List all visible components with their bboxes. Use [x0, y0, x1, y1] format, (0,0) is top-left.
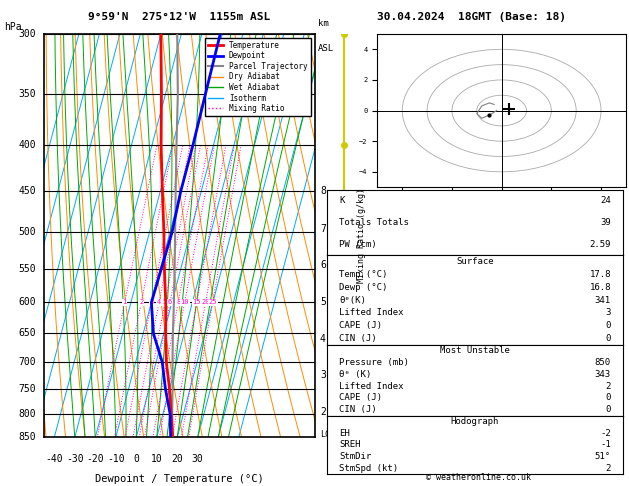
- Text: 9°59'N  275°12'W  1155m ASL: 9°59'N 275°12'W 1155m ASL: [88, 12, 270, 22]
- Text: 500: 500: [18, 227, 36, 237]
- Text: Pressure (mb): Pressure (mb): [339, 358, 409, 367]
- Text: 400: 400: [18, 140, 36, 151]
- Text: 2: 2: [320, 407, 326, 417]
- Text: -1: -1: [600, 440, 611, 449]
- Text: 10: 10: [181, 299, 189, 306]
- Text: 16.8: 16.8: [589, 283, 611, 292]
- Text: 0: 0: [606, 321, 611, 330]
- Text: 300: 300: [18, 29, 36, 39]
- Text: -20: -20: [86, 453, 104, 464]
- Text: K: K: [339, 196, 344, 205]
- Text: 10: 10: [151, 453, 163, 464]
- Text: km: km: [318, 19, 328, 28]
- Text: 8: 8: [176, 299, 181, 306]
- Text: -40: -40: [45, 453, 63, 464]
- Text: 30.04.2024  18GMT (Base: 18): 30.04.2024 18GMT (Base: 18): [377, 12, 566, 22]
- Text: 3: 3: [606, 309, 611, 317]
- Text: 30: 30: [192, 453, 204, 464]
- Text: CAPE (J): CAPE (J): [339, 321, 382, 330]
- Text: Mixing Ratio (g/kg): Mixing Ratio (g/kg): [357, 188, 366, 283]
- Text: 550: 550: [18, 264, 36, 274]
- Text: 24: 24: [600, 196, 611, 205]
- Text: 3: 3: [320, 370, 326, 380]
- Text: 650: 650: [18, 329, 36, 338]
- Text: 15: 15: [192, 299, 201, 306]
- Text: 0: 0: [606, 334, 611, 343]
- Text: -2: -2: [600, 429, 611, 437]
- Text: CIN (J): CIN (J): [339, 334, 377, 343]
- Text: 750: 750: [18, 384, 36, 394]
- Legend: Temperature, Dewpoint, Parcel Trajectory, Dry Adiabat, Wet Adiabat, Isotherm, Mi: Temperature, Dewpoint, Parcel Trajectory…: [204, 38, 311, 116]
- Text: 350: 350: [18, 89, 36, 99]
- Text: 6: 6: [320, 260, 326, 270]
- Text: LCL: LCL: [320, 430, 335, 439]
- Text: 2: 2: [606, 464, 611, 472]
- Text: 3: 3: [149, 299, 153, 306]
- Text: hPa: hPa: [4, 21, 21, 32]
- Text: EH: EH: [339, 429, 350, 437]
- Text: 5: 5: [163, 299, 167, 306]
- Text: 7: 7: [320, 224, 326, 234]
- Text: Lifted Index: Lifted Index: [339, 309, 403, 317]
- Text: 39: 39: [600, 218, 611, 227]
- Text: 4: 4: [157, 299, 161, 306]
- Text: 2: 2: [139, 299, 143, 306]
- Text: 341: 341: [595, 295, 611, 305]
- Text: Totals Totals: Totals Totals: [339, 218, 409, 227]
- Text: ASL: ASL: [318, 44, 334, 53]
- Text: © weatheronline.co.uk: © weatheronline.co.uk: [426, 473, 530, 482]
- Text: 1: 1: [123, 299, 127, 306]
- Text: 4: 4: [320, 334, 326, 345]
- Text: 2: 2: [606, 382, 611, 391]
- Text: 5: 5: [320, 297, 326, 308]
- Text: Dewpoint / Temperature (°C): Dewpoint / Temperature (°C): [95, 474, 264, 484]
- Text: Lifted Index: Lifted Index: [339, 382, 403, 391]
- Text: 2.59: 2.59: [589, 240, 611, 249]
- Text: Dewp (°C): Dewp (°C): [339, 283, 387, 292]
- Text: 850: 850: [18, 433, 36, 442]
- Text: 450: 450: [18, 186, 36, 196]
- Text: StmSpd (kt): StmSpd (kt): [339, 464, 398, 472]
- Text: θᵉ(K): θᵉ(K): [339, 295, 366, 305]
- Text: CIN (J): CIN (J): [339, 405, 377, 414]
- Text: 0: 0: [606, 405, 611, 414]
- X-axis label: kt: kt: [497, 208, 506, 217]
- Text: 6: 6: [168, 299, 172, 306]
- Text: CAPE (J): CAPE (J): [339, 393, 382, 402]
- Text: 800: 800: [18, 409, 36, 419]
- Text: 700: 700: [18, 357, 36, 367]
- Text: 343: 343: [595, 370, 611, 379]
- Text: Surface: Surface: [456, 257, 494, 266]
- Text: 850: 850: [595, 358, 611, 367]
- Text: 25: 25: [208, 299, 217, 306]
- Text: -10: -10: [107, 453, 125, 464]
- Text: 0: 0: [606, 393, 611, 402]
- Text: 51°: 51°: [595, 452, 611, 461]
- Text: 20: 20: [171, 453, 183, 464]
- Text: 0: 0: [133, 453, 139, 464]
- Text: 20: 20: [201, 299, 210, 306]
- Text: Hodograph: Hodograph: [451, 417, 499, 426]
- Text: -30: -30: [66, 453, 84, 464]
- Text: SREH: SREH: [339, 440, 360, 449]
- Text: 600: 600: [18, 297, 36, 308]
- Text: 17.8: 17.8: [589, 270, 611, 279]
- Text: Temp (°C): Temp (°C): [339, 270, 387, 279]
- Text: 8: 8: [320, 186, 326, 196]
- Text: θᵉ (K): θᵉ (K): [339, 370, 371, 379]
- Text: PW (cm): PW (cm): [339, 240, 377, 249]
- Text: Most Unstable: Most Unstable: [440, 347, 510, 355]
- Text: StmDir: StmDir: [339, 452, 371, 461]
